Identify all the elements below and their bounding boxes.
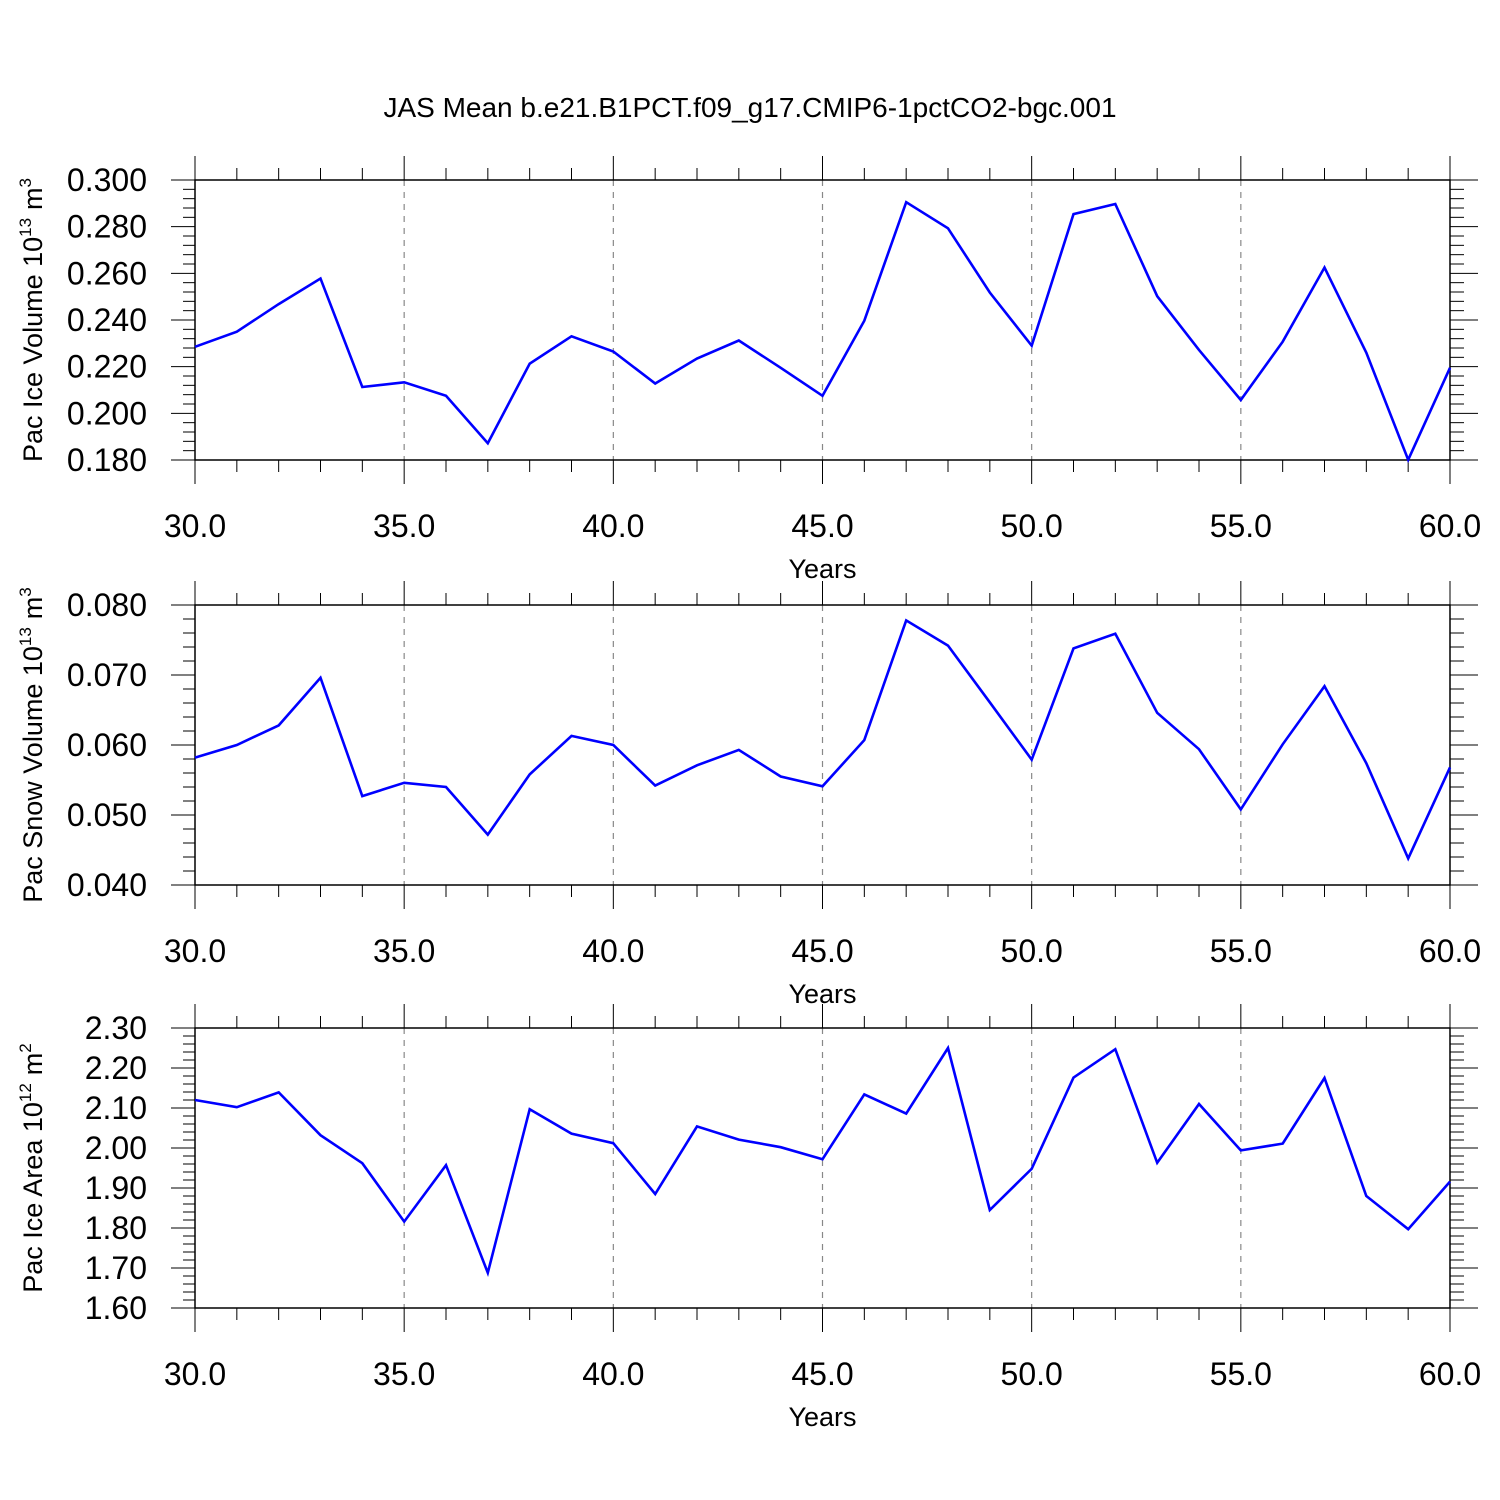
y-tick-label: 2.10 xyxy=(85,1090,147,1126)
x-tick-label: 45.0 xyxy=(791,933,853,969)
series-line xyxy=(194,618,1452,862)
y-axis-label: Pac Ice Area 1012 m2 xyxy=(16,1043,48,1293)
y-tick-label: 2.20 xyxy=(85,1050,147,1086)
x-tick-label: 55.0 xyxy=(1210,933,1272,969)
y-axis-label-exponent: 13 xyxy=(16,627,35,646)
x-tick-label: 40.0 xyxy=(582,508,644,544)
y-axis-label-main: Pac Ice Area 10 xyxy=(18,1102,48,1293)
chart-panel-2: 30.0 35.0 40.0 45.0 50.0 55.0 60.0 0.040 0.050 0.… xyxy=(16,581,1481,1009)
x-tick-label: 40.0 xyxy=(582,933,644,969)
series-line xyxy=(194,200,1452,464)
x-tick-label: 45.0 xyxy=(791,1356,853,1392)
x-tick-label: 60.0 xyxy=(1419,1356,1481,1392)
y-axis-label-exponent: 12 xyxy=(16,1083,35,1102)
y-axis-label-unit: m xyxy=(18,597,48,620)
chart-panel-1: 30.0 35.0 40.0 45.0 50.0 55.0 60.0 0.180 0.200 0.… xyxy=(16,156,1481,584)
y-tick-label: 1.70 xyxy=(85,1250,147,1286)
y-axis-label-exponent: 13 xyxy=(16,218,35,237)
y-tick-label: 1.90 xyxy=(85,1170,147,1206)
y-axis-label: Pac Ice Volume 1013 m3 xyxy=(16,178,48,462)
y-tick-label: 0.200 xyxy=(67,395,147,431)
y-axis-label-unit-exponent: 3 xyxy=(16,178,35,187)
y-tick-label: 1.60 xyxy=(85,1290,147,1326)
x-tick-label: 50.0 xyxy=(1001,1356,1063,1392)
y-tick-label: 0.080 xyxy=(67,587,147,623)
y-tick-label: 0.050 xyxy=(67,797,147,833)
y-axis-label-unit-exponent: 2 xyxy=(16,1043,35,1052)
chart-panel-3: 30.0 35.0 40.0 45.0 50.0 55.0 60.0 1.60 1.70 1.80… xyxy=(16,1004,1481,1432)
y-tick-label: 2.00 xyxy=(85,1130,147,1166)
y-axis-label-unit-exponent: 3 xyxy=(16,587,35,596)
y-tick-label: 2.30 xyxy=(85,1010,147,1046)
x-tick-label: 55.0 xyxy=(1210,508,1272,544)
x-tick-label: 35.0 xyxy=(373,508,435,544)
x-tick-label: 30.0 xyxy=(164,1356,226,1392)
series-line xyxy=(194,1044,1451,1278)
x-tick-label: 35.0 xyxy=(373,933,435,969)
x-axis-label: Years xyxy=(788,1402,856,1432)
y-axis-label-unit: m xyxy=(18,187,48,210)
x-tick-label: 50.0 xyxy=(1001,933,1063,969)
y-tick-label: 0.060 xyxy=(67,727,147,763)
y-tick-label: 0.300 xyxy=(67,162,147,198)
y-axis-label-main: Pac Ice Volume 10 xyxy=(18,237,48,462)
figure-title: JAS Mean b.e21.B1PCT.f09_g17.CMIP6-1pctC… xyxy=(383,92,1116,123)
y-tick-label: 0.240 xyxy=(67,302,147,338)
y-tick-label: 0.040 xyxy=(67,867,147,903)
x-tick-label: 35.0 xyxy=(373,1356,435,1392)
y-axis-label-main: Pac Snow Volume 10 xyxy=(18,646,48,903)
x-tick-label: 30.0 xyxy=(164,933,226,969)
y-tick-label: 0.260 xyxy=(67,255,147,291)
y-tick-label: 0.070 xyxy=(67,657,147,693)
panels: 30.0 35.0 40.0 45.0 50.0 55.0 60.0 0.180 0.200 0.… xyxy=(16,156,1481,1432)
y-axis-label: Pac Snow Volume 1013 m3 xyxy=(16,587,48,903)
y-tick-label: 0.180 xyxy=(67,442,147,478)
x-tick-label: 40.0 xyxy=(582,1356,644,1392)
x-tick-label: 60.0 xyxy=(1419,933,1481,969)
y-tick-label: 1.80 xyxy=(85,1210,147,1246)
x-tick-label: 55.0 xyxy=(1210,1356,1272,1392)
x-tick-label: 60.0 xyxy=(1419,508,1481,544)
y-axis-label-unit: m xyxy=(18,1053,48,1076)
x-tick-label: 45.0 xyxy=(791,508,853,544)
x-tick-label: 30.0 xyxy=(164,508,226,544)
x-tick-label: 50.0 xyxy=(1001,508,1063,544)
x-axis-label: Years xyxy=(788,554,856,584)
y-tick-label: 0.220 xyxy=(67,349,147,385)
y-tick-label: 0.280 xyxy=(67,209,147,245)
